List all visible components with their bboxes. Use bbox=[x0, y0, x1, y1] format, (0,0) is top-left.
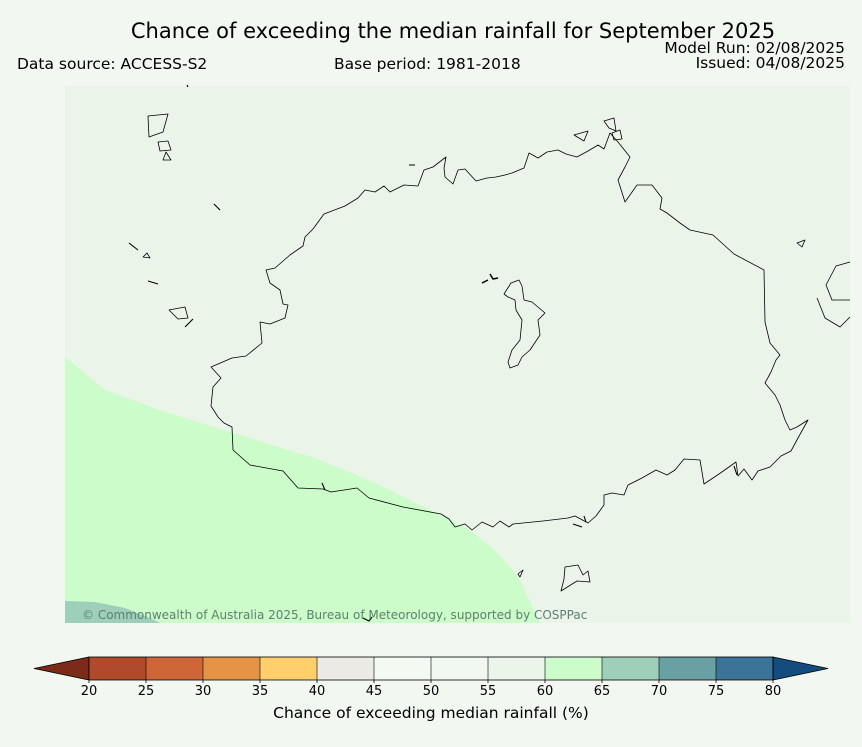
islet-outline bbox=[168, 306, 189, 320]
region-65-70-percent bbox=[65, 601, 160, 623]
colorbar-segment bbox=[374, 657, 431, 680]
region-60-65-percent bbox=[65, 357, 540, 623]
run-info: Model Run: 02/08/2025 Issued: 04/08/2025 bbox=[664, 39, 845, 72]
colorbar-tick-label: 30 bbox=[195, 684, 212, 699]
colorbar-segment bbox=[89, 657, 146, 680]
islet-outline bbox=[162, 151, 172, 161]
islet-outline bbox=[560, 564, 591, 592]
colorbar: 20 25 30 35 40 45 50 55 60 65 70 75 80 bbox=[33, 656, 829, 699]
islet-outline bbox=[157, 140, 172, 152]
islet-outline bbox=[825, 261, 851, 301]
islet-outline bbox=[816, 297, 851, 328]
colorbar-tick-label: 60 bbox=[537, 684, 554, 699]
islet-outline bbox=[796, 239, 806, 248]
islet-outline bbox=[573, 130, 589, 142]
colorbar-segment bbox=[545, 657, 602, 680]
map-title: Chance of exceeding the median rainfall … bbox=[130, 19, 776, 43]
colorbar-segment bbox=[431, 657, 488, 680]
colorbar-segments bbox=[33, 656, 829, 681]
islet-outline bbox=[611, 129, 623, 141]
islet-outline bbox=[603, 117, 617, 132]
islet-outline bbox=[517, 569, 524, 578]
data-source-label: Data source: ACCESS-S2 bbox=[17, 55, 208, 73]
colorbar-extend-low bbox=[33, 656, 90, 681]
colorbar-segment bbox=[203, 657, 260, 680]
islet-outline bbox=[142, 252, 151, 259]
colorbar-segment bbox=[659, 657, 716, 680]
inner-island-coastline bbox=[503, 279, 546, 369]
issued-label: Issued: 04/08/2025 bbox=[695, 54, 845, 72]
colorbar-tick-label: 20 bbox=[81, 684, 98, 699]
colorbar-tick-label: 55 bbox=[480, 684, 497, 699]
colorbar-segment bbox=[602, 657, 659, 680]
base-period-label: Base period: 1981-2018 bbox=[334, 55, 521, 73]
colorbar-tick-label: 45 bbox=[366, 684, 383, 699]
coastline bbox=[128, 84, 851, 622]
colorbar-tick-label: 50 bbox=[423, 684, 440, 699]
colorbar-tick-label: 75 bbox=[708, 684, 725, 699]
colorbar-tick-label: 65 bbox=[594, 684, 611, 699]
copyright-notice: © Commonwealth of Australia 2025, Bureau… bbox=[82, 608, 588, 622]
colorbar-segment bbox=[317, 657, 374, 680]
colorbar-segment bbox=[488, 657, 545, 680]
colorbar-tick-label: 40 bbox=[309, 684, 326, 699]
colorbar-tick-label: 70 bbox=[651, 684, 668, 699]
main-island-coastline bbox=[210, 132, 809, 531]
colorbar-tick-label: 25 bbox=[138, 684, 155, 699]
colorbar-tick-label: 80 bbox=[765, 684, 782, 699]
colorbar-extend-high bbox=[772, 656, 829, 681]
colorbar-segment bbox=[716, 657, 773, 680]
colorbar-tick-label: 35 bbox=[252, 684, 269, 699]
model-run-label: Model Run: 02/08/2025 bbox=[664, 39, 845, 57]
colorbar-segment bbox=[146, 657, 203, 680]
colorbar-ticks: 20 25 30 35 40 45 50 55 60 65 70 75 80 bbox=[81, 680, 782, 699]
colorbar-segment bbox=[260, 657, 317, 680]
colorbar-label: Chance of exceeding median rainfall (%) bbox=[273, 704, 589, 722]
islet-outline bbox=[147, 113, 169, 138]
